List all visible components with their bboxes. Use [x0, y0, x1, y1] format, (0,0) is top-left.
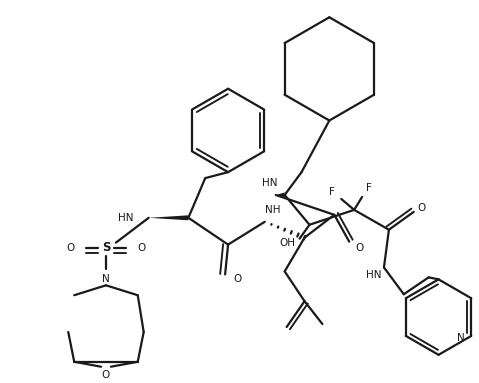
Text: S: S: [102, 241, 110, 254]
Text: HN: HN: [118, 213, 134, 223]
Text: N: N: [457, 333, 465, 343]
Text: F: F: [330, 187, 335, 197]
Text: O: O: [102, 370, 110, 380]
Text: O: O: [233, 274, 241, 284]
Text: O: O: [66, 242, 74, 253]
Text: HN: HN: [262, 178, 277, 188]
Text: NH: NH: [265, 205, 281, 215]
Polygon shape: [276, 193, 285, 198]
Polygon shape: [148, 215, 188, 220]
Text: O: O: [355, 242, 363, 253]
Text: F: F: [366, 183, 372, 193]
Text: O: O: [137, 242, 146, 253]
Text: HN: HN: [366, 270, 382, 280]
Text: N: N: [102, 274, 110, 284]
Text: OH: OH: [280, 237, 296, 248]
Text: O: O: [418, 203, 426, 213]
